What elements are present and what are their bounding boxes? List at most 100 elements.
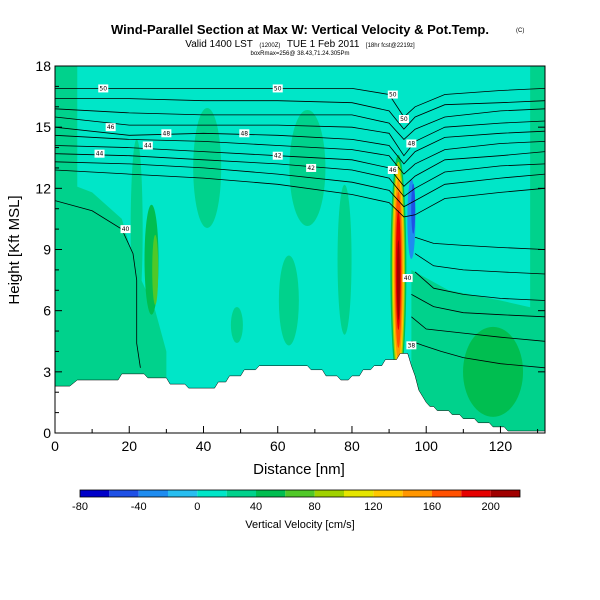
contour-label: 50 xyxy=(400,116,408,123)
contour-label: 44 xyxy=(144,143,152,150)
band-mid-bubble xyxy=(230,306,243,343)
x-tick-label: 80 xyxy=(344,438,360,454)
band-left-edge xyxy=(55,66,78,433)
y-tick-label: 0 xyxy=(43,425,51,441)
x-tick-label: 100 xyxy=(415,438,439,454)
colorbar-tick-label: -80 xyxy=(72,501,88,513)
colorbar-swatch xyxy=(490,490,520,497)
subtitle-valid: Valid 1400 LST xyxy=(185,39,253,50)
contour-label: 50 xyxy=(99,85,107,92)
contour-label: 46 xyxy=(389,167,397,174)
colorbar-tick-label: 40 xyxy=(250,501,262,513)
contour-label-bg xyxy=(306,163,317,172)
colorbar-label: Vertical Velocity [cm/s] xyxy=(245,519,354,531)
terrain xyxy=(55,353,545,433)
colorbar: -80 -40 0 40 80 120 160 200 xyxy=(72,489,521,513)
theta-contour xyxy=(414,236,545,250)
x-tick-label: 120 xyxy=(489,438,513,454)
x-tick-label: 60 xyxy=(270,438,286,454)
colorbar-swatch xyxy=(344,490,374,497)
contour-label-bg xyxy=(398,115,409,124)
theta-contour xyxy=(55,200,141,368)
colorbar-swatch xyxy=(285,490,315,497)
y-tick-label: 3 xyxy=(43,364,51,380)
colorbar-swatch xyxy=(461,490,491,497)
colorbar-swatch xyxy=(314,490,344,497)
contour-label-bg xyxy=(387,90,398,99)
colorbar-tick-label: 120 xyxy=(364,501,382,513)
y-tick-label: 15 xyxy=(35,119,51,135)
contour-label-bg xyxy=(272,151,283,160)
subtitle-date: TUE 1 Feb 2011 xyxy=(287,39,360,50)
colorbar-frame xyxy=(79,489,521,498)
x-tick-label: 0 xyxy=(51,438,59,454)
contour-label-bg xyxy=(387,165,398,174)
theta-contour xyxy=(411,294,545,318)
contour-label: 48 xyxy=(163,130,171,137)
band-lee-core xyxy=(463,326,524,417)
contour-label-bg xyxy=(142,141,153,150)
theta-contour xyxy=(411,316,545,342)
theta-contour xyxy=(55,126,545,165)
theta-contour xyxy=(411,340,545,369)
contour-label-bg xyxy=(94,149,105,158)
x-tick-label: 20 xyxy=(121,438,137,454)
contour-label-bg xyxy=(406,139,417,148)
contour-label: 46 xyxy=(107,124,115,131)
contour-label-bg xyxy=(239,129,250,138)
band-center-low xyxy=(278,255,299,346)
band-left-low xyxy=(55,178,167,387)
y-axis-label: Height [Kft MSL] xyxy=(6,195,23,304)
colorbar-swatch xyxy=(138,490,168,497)
y-tick-label: 18 xyxy=(35,58,51,74)
band-updraft-west-peak xyxy=(152,234,159,305)
theta-contour xyxy=(55,161,545,208)
band-wave-200 xyxy=(396,240,400,321)
contour-label: 50 xyxy=(274,85,282,92)
colorbar-swatch xyxy=(168,490,198,497)
theta-contour xyxy=(55,134,545,175)
colorbar-tick-label: -40 xyxy=(131,501,147,513)
colorbar-swatch xyxy=(402,490,432,497)
colorbar-swatch xyxy=(109,490,139,497)
contour-label-bg xyxy=(105,123,116,132)
chart-title: Wind-Parallel Section at Max W: Vertical… xyxy=(111,22,489,37)
band-downdraft-core xyxy=(411,183,416,234)
contour-label-bg xyxy=(402,274,413,283)
contour-label-bg xyxy=(98,84,109,93)
chart-subtitle-small: boxRmax=256@ 38.43,71.24.305Pm xyxy=(251,51,350,57)
colorbar-tick-label: 80 xyxy=(309,501,321,513)
chart-title-mark: (C) xyxy=(516,28,524,34)
contour-label: 40 xyxy=(122,226,130,233)
colorbar-swatch xyxy=(373,490,403,497)
contour-label-bg xyxy=(406,341,417,350)
subtitle-fcst: [18hr fcst@2219z] xyxy=(366,43,415,49)
theta-contour xyxy=(55,153,545,198)
x-tick-label: 40 xyxy=(196,438,212,454)
contour-label: 38 xyxy=(408,342,416,349)
y-tick-label: 6 xyxy=(43,303,51,319)
velocity-field xyxy=(55,66,545,433)
contour-label-bg xyxy=(272,84,283,93)
chart-subtitle: Valid 1400 LST (1200Z) TUE 1 Feb 2011 [1… xyxy=(185,34,415,51)
contour-label: 42 xyxy=(307,165,315,172)
theta-contour xyxy=(55,108,545,140)
y-tick-label: 12 xyxy=(35,180,51,196)
contour-label-bg xyxy=(161,129,172,138)
contour-label: 48 xyxy=(408,140,416,147)
colorbar-swatch xyxy=(256,490,286,497)
contour-label: 40 xyxy=(404,275,412,282)
colorbar-tick-label: 0 xyxy=(194,501,200,513)
band-updraft-west xyxy=(130,139,143,320)
colorbar-tick-label: 160 xyxy=(423,501,441,513)
colorbar-swatch xyxy=(432,490,462,497)
colorbar-swatch xyxy=(80,490,110,497)
contour-label: 42 xyxy=(274,153,282,160)
contour-label: 48 xyxy=(240,130,248,137)
theta-contour xyxy=(55,116,545,157)
contour-label: 44 xyxy=(96,151,104,158)
theta-contour xyxy=(414,271,545,301)
contour-label-bg xyxy=(120,225,131,234)
